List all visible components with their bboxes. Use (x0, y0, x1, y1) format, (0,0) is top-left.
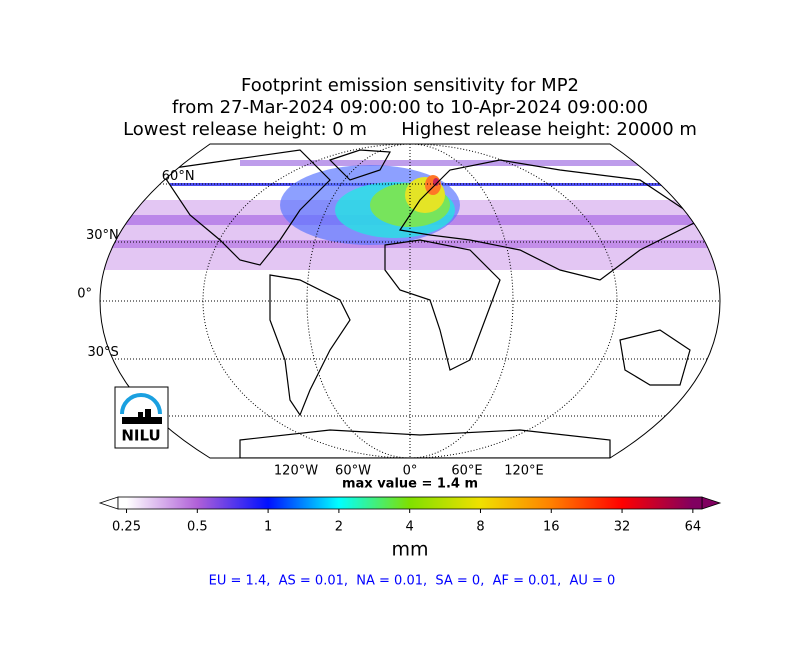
lat-label: 60°N (162, 169, 195, 184)
lon-label: 60°W (335, 464, 371, 479)
summary: EU = 1.4, AS = 0.01, NA = 0.01, SA = 0, … (209, 574, 616, 589)
max-value: max value = 1.4 m (342, 477, 478, 492)
colorbar-body (117, 496, 703, 510)
colorbar-tick-label: 64 (685, 520, 702, 535)
colorbar-tick-label: 16 (543, 520, 560, 535)
colorbar-tick-label: 0.25 (112, 520, 141, 535)
lat-label: 30°N (86, 228, 119, 243)
colorbar: 0.25 0.5 1 2 4 8 16 32 64 (98, 496, 722, 535)
title-line: from 27-Mar-2024 09:00:00 to 10-Apr-2024… (172, 97, 648, 118)
map-frame (99, 143, 721, 459)
lon-label: 60°E (451, 464, 482, 479)
colorbar-tick-label: 8 (476, 520, 484, 535)
title-line: Lowest release height: 0 m Highest relea… (123, 119, 697, 140)
colorbar-tick-label: 2 (335, 520, 343, 535)
lat-label: 0° (77, 287, 92, 302)
colorbar-extend-high (701, 496, 722, 510)
lon-label: 120°W (274, 464, 318, 479)
colorbar-tick-label: 1 (264, 520, 272, 535)
colorbar-label: mm (391, 539, 428, 561)
map (100, 144, 720, 458)
lon-label: 120°E (504, 464, 544, 479)
colorbar-extend-low (98, 496, 119, 510)
title-line: Footprint emission sensitivity for MP2 (241, 75, 579, 96)
colorbar-tick-label: 0.5 (187, 520, 208, 535)
logo: NILU (114, 386, 169, 449)
lat-labels: 60°N 30°N 0° 30°S (77, 169, 194, 360)
lat-label: 30°S (88, 345, 119, 360)
lon-label: 0° (403, 464, 418, 479)
colorbar-tick-label: 4 (406, 520, 414, 535)
graticule (100, 144, 720, 458)
colorbar-tick-label: 32 (614, 520, 631, 535)
logo-text: NILU (121, 427, 160, 445)
lon-labels: 120°W 60°W 0° 60°E 120°E (274, 464, 544, 479)
